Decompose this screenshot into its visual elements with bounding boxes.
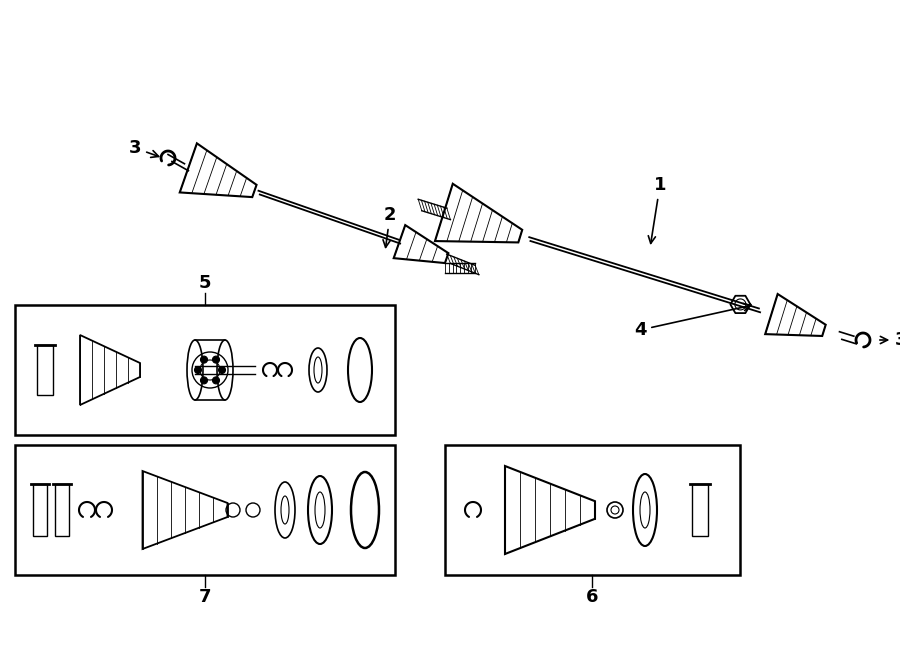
Bar (33, 484, 47, 536)
Text: 1: 1 (648, 176, 666, 243)
Text: 2: 2 (383, 206, 396, 247)
Circle shape (212, 377, 220, 384)
Circle shape (219, 366, 226, 373)
Text: 3: 3 (129, 139, 158, 157)
Text: 4: 4 (634, 303, 751, 339)
Text: 5: 5 (199, 274, 212, 292)
Circle shape (194, 366, 202, 373)
Circle shape (201, 377, 208, 384)
Text: 6: 6 (586, 588, 598, 606)
Text: 7: 7 (199, 588, 212, 606)
Bar (692, 484, 708, 536)
Bar (445, 445, 740, 575)
Circle shape (201, 356, 208, 363)
Bar (37, 345, 53, 395)
Bar (55, 484, 69, 536)
Text: 3: 3 (880, 331, 900, 349)
Bar (15, 445, 395, 575)
Circle shape (212, 356, 220, 363)
Bar (15, 305, 395, 435)
